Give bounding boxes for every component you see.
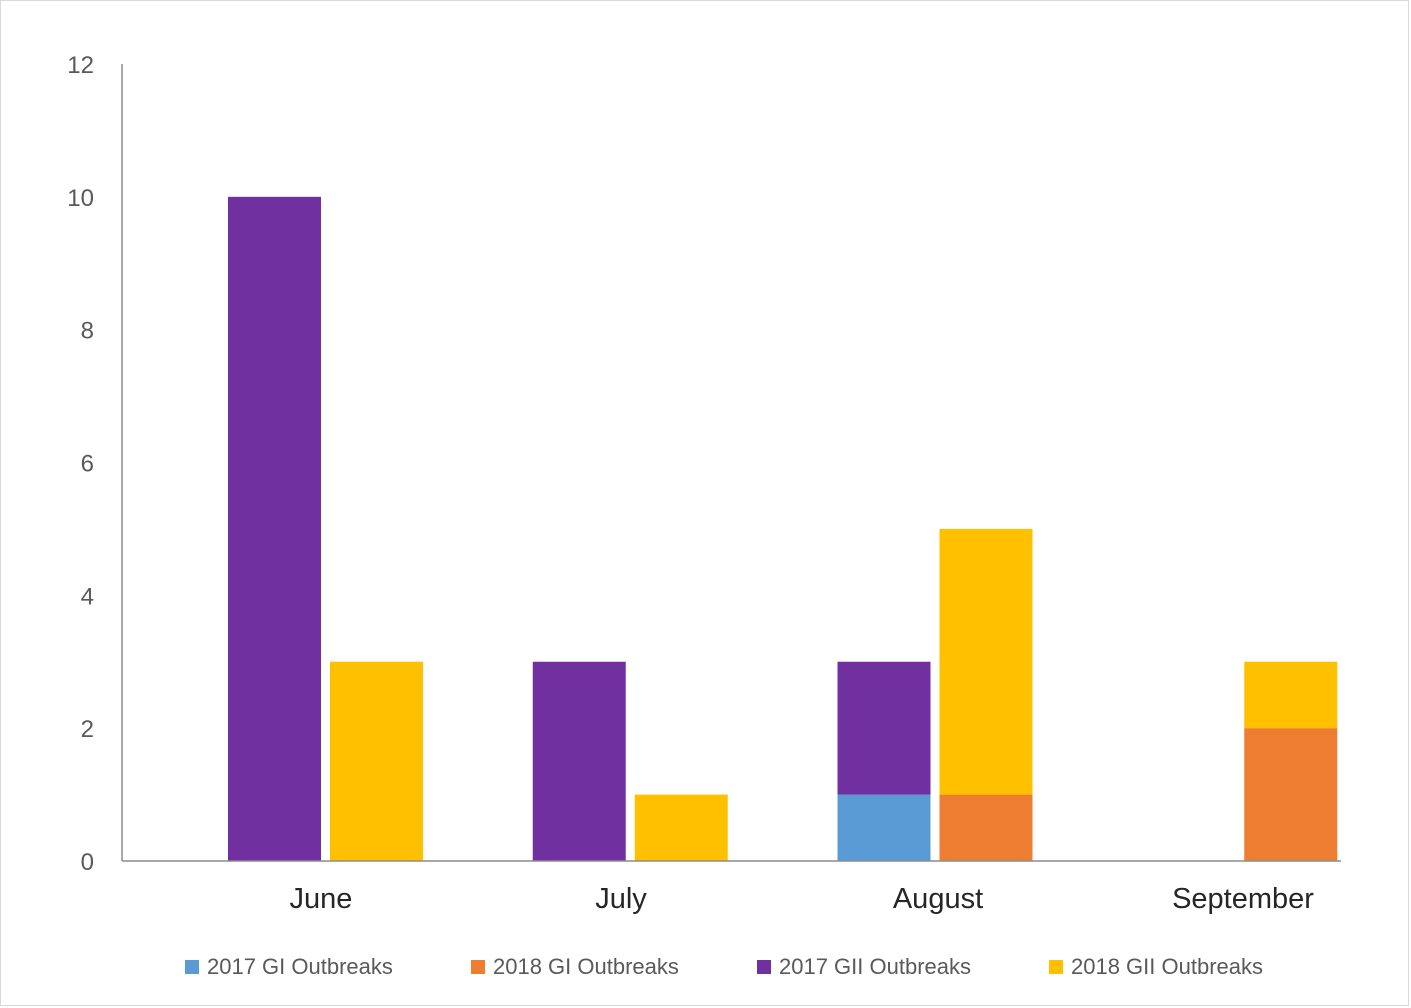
- legend-label: 2018 GI Outbreaks: [493, 954, 679, 979]
- x-category-label: June: [290, 883, 353, 915]
- y-tick-label: 6: [81, 451, 94, 478]
- y-tick-label: 12: [67, 52, 94, 79]
- bar-segment: [939, 794, 1033, 861]
- x-category-label: September: [1172, 883, 1314, 915]
- bar-segment: [228, 196, 321, 862]
- legend: 2017 GI Outbreaks 2018 GI Outbreaks 2017 G…: [185, 954, 1263, 979]
- bar-segment: [634, 794, 728, 861]
- bar-segment: [1244, 728, 1338, 861]
- x-category-label: August: [893, 883, 983, 915]
- legend-swatch: [757, 960, 771, 974]
- y-tick-label: 0: [81, 849, 94, 876]
- bar-segment: [532, 661, 626, 861]
- y-tick-label: 8: [81, 318, 94, 345]
- bar-segment: [939, 528, 1033, 795]
- y-tick-label: 2: [81, 716, 94, 743]
- y-tick-label: 4: [81, 583, 94, 610]
- bar-segment: [1244, 661, 1338, 729]
- legend-label: 2018 GII Outbreaks: [1071, 954, 1263, 979]
- y-axis-ticks: 0 2 4 6 8 10 12: [67, 52, 94, 876]
- bar-segment: [837, 661, 931, 795]
- legend-label: 2017 GII Outbreaks: [779, 954, 971, 979]
- legend-swatch: [1049, 960, 1063, 974]
- bars: [228, 196, 1338, 862]
- x-category-label: July: [595, 883, 647, 915]
- legend-swatch: [471, 960, 485, 974]
- x-axis-categories: June July August September: [290, 883, 1315, 915]
- bar-segment: [330, 661, 423, 861]
- bar-segment: [837, 794, 931, 861]
- y-tick-label: 10: [67, 185, 94, 212]
- legend-swatch: [185, 960, 199, 974]
- legend-label: 2017 GI Outbreaks: [207, 954, 393, 979]
